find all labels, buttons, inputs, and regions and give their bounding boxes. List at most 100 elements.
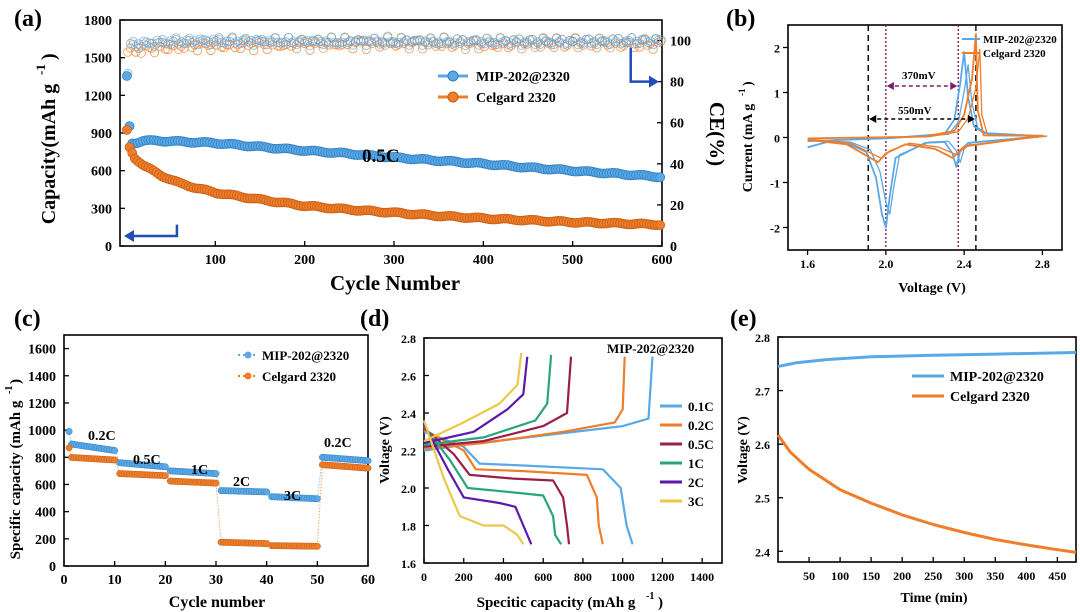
a-ce-point-blue xyxy=(618,38,629,48)
panel-a-label: (a) xyxy=(14,6,42,32)
a-ce-point-blue xyxy=(219,38,229,48)
a-ce-point-orange xyxy=(136,48,146,58)
a-ce-point-blue xyxy=(597,35,607,46)
a-ce-point-blue xyxy=(487,38,497,48)
c-point-blue xyxy=(364,457,372,465)
a-ce-point-orange xyxy=(573,43,583,53)
b-ytick-label: 2 xyxy=(774,42,780,56)
d-ytick-label: 2.2 xyxy=(401,445,416,459)
a-ce-point-blue xyxy=(310,36,320,46)
b-curve2-orange xyxy=(811,48,1047,160)
e-xtick-label: 300 xyxy=(955,569,973,583)
d-ytick-label: 2.8 xyxy=(401,332,416,346)
a-ce-point-blue xyxy=(538,33,548,43)
a-arrow-right-head xyxy=(649,75,659,88)
a-ce-point-blue xyxy=(466,36,476,47)
d-ytick-label: 2.0 xyxy=(401,482,416,496)
a-ce-point-orange xyxy=(648,44,658,54)
a-xtick-label: 300 xyxy=(384,253,405,268)
c-legend-mip-marker xyxy=(244,351,252,359)
a-ce-point-blue xyxy=(206,39,216,50)
c-point-blue xyxy=(212,470,220,478)
a-ytick-label: 1200 xyxy=(84,89,112,104)
a-ce-point-blue xyxy=(605,39,615,49)
d-charge-1C xyxy=(423,354,553,446)
c-rate-label-4: 2C xyxy=(233,475,250,490)
c-ytick-label: 0 xyxy=(49,560,56,575)
a-ce-point-blue xyxy=(388,37,398,47)
c-xlabel: Cycle number xyxy=(169,594,265,611)
b-annotation-550mv: 550mV xyxy=(898,105,932,117)
a-xtick-label: 400 xyxy=(473,253,494,268)
a-ce-point-blue xyxy=(208,34,219,44)
e-legend-mip: MIP-202@2320 xyxy=(950,370,1044,385)
b-370mv-head-right xyxy=(950,82,958,90)
a-ce-point-orange xyxy=(192,46,203,56)
a-ce-point-blue xyxy=(506,38,516,48)
a-ce-point-blue xyxy=(573,40,583,50)
e-frame xyxy=(777,336,1077,563)
panel-e-label: (e) xyxy=(730,306,757,332)
a-ce-point-blue xyxy=(594,33,605,43)
d-discharge-3C xyxy=(422,420,525,545)
d-legend-label-3C: 3C xyxy=(688,494,704,509)
b-370mv-head-left xyxy=(886,82,894,90)
e-xtick-label: 100 xyxy=(831,569,849,583)
d-legend-label-0.5C: 0.5C xyxy=(688,437,714,452)
panel-a-chart: 100 200 300 400 500 6000300600900120015001800… xyxy=(84,14,691,268)
a-ce-point-blue xyxy=(283,32,294,43)
a-ce-point-blue xyxy=(517,40,527,50)
e-xtick-label: 450 xyxy=(1048,569,1066,583)
d-xlabel-exp: -1 xyxy=(646,591,654,602)
e-curve-orange xyxy=(776,434,1077,554)
a-ce-point-blue xyxy=(426,33,436,43)
a-ce-point-blue xyxy=(187,38,197,48)
c-point-orange xyxy=(111,456,119,464)
a-y2tick-label: 100 xyxy=(670,35,691,50)
c-ylabel-group: Specific capacity (mAh g -1 ) xyxy=(4,379,24,559)
a-capacity-point-orange xyxy=(655,220,666,230)
a-ce-point-blue xyxy=(375,39,385,49)
a-arrow-right-line xyxy=(629,47,652,83)
a-ce-point-blue xyxy=(136,42,146,52)
b-xtick-label: 1.6 xyxy=(800,257,815,271)
a-ce-point-orange xyxy=(219,43,229,53)
c-ytick-label: 400 xyxy=(35,506,56,521)
a-ce-point-blue xyxy=(530,39,540,49)
a-ce-point-orange xyxy=(535,42,546,52)
a-y2tick-label: 80 xyxy=(670,76,684,91)
a-ce-point-orange xyxy=(160,44,170,54)
e-legend-celgard: Celgard 2320 xyxy=(950,390,1030,405)
c-legend-mip: MIP-202@2320 xyxy=(262,348,349,363)
d-ytick-label: 2.6 xyxy=(401,370,416,384)
a-ce-point-orange xyxy=(206,45,216,56)
c-rate-label-1: 0.2C xyxy=(88,429,116,444)
a-ce-point-orange xyxy=(517,44,527,54)
b-ytick-label: -1 xyxy=(770,177,780,191)
a-ce-point-orange xyxy=(187,42,197,53)
b-annotation-370mv: 370mV xyxy=(902,70,936,82)
a-ytick-label: 600 xyxy=(91,165,112,180)
a-y2tick-label: 60 xyxy=(670,117,684,132)
a-ce-point-blue xyxy=(640,34,650,44)
a-ce-point-blue xyxy=(549,39,559,49)
a-legend-mip: MIP-202@2320 xyxy=(476,70,570,85)
d-xtick-label: 0 xyxy=(421,570,427,584)
c-ytick-label: 800 xyxy=(35,451,56,466)
a-ytick-label: 300 xyxy=(91,202,112,217)
c-xtick-label: 20 xyxy=(158,573,172,588)
d-charge-0.2C xyxy=(423,356,626,450)
a-ce-point-blue xyxy=(270,33,280,43)
c-ytick-label: 600 xyxy=(35,478,56,493)
a-ce-point-blue xyxy=(431,38,441,49)
a-ce-point-blue xyxy=(527,34,538,45)
a-ce-point-blue xyxy=(214,33,224,43)
c-legend: MIP-202@2320 Celgard 2320 xyxy=(238,348,349,384)
panel-d-label: (d) xyxy=(360,306,389,332)
d-title: MIP-202@2320 xyxy=(607,341,694,356)
c-point-blue xyxy=(313,495,321,503)
d-xtick-label: 1200 xyxy=(650,570,674,584)
a-ylabel: Capacity(mAh g xyxy=(38,84,60,225)
a-ce-point-blue xyxy=(586,38,597,48)
